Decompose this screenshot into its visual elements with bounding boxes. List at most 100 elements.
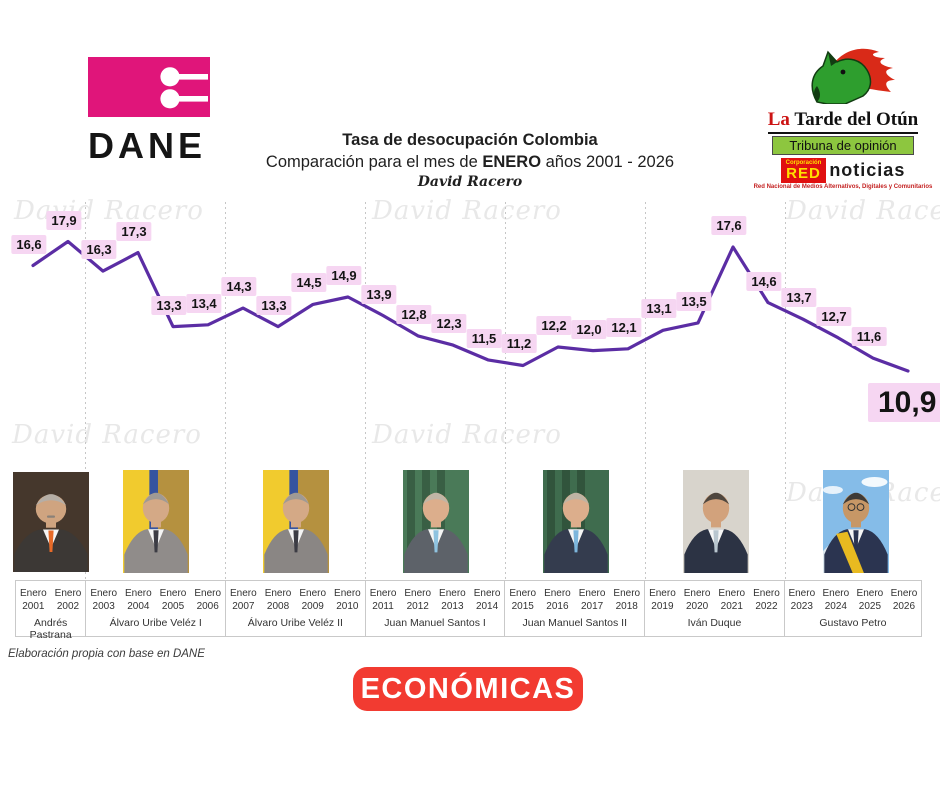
data-label: 17,3 bbox=[116, 221, 152, 241]
watermark: David Racero bbox=[12, 420, 202, 450]
year-tick: Enero 2020 bbox=[683, 588, 711, 612]
watermark: David Racero bbox=[372, 420, 562, 450]
data-label: 13,3 bbox=[151, 295, 187, 315]
year-tick: Enero 2010 bbox=[334, 588, 361, 612]
data-label: 12,0 bbox=[571, 319, 607, 339]
data-label: 14,5 bbox=[291, 273, 327, 293]
president-photo bbox=[122, 470, 189, 578]
data-label: 12,2 bbox=[536, 315, 572, 335]
red-noticias-box: Corporación RED bbox=[780, 158, 827, 183]
dane-wordmark: DANE bbox=[88, 125, 207, 166]
watermark: David Racero bbox=[372, 196, 562, 226]
year-tick: Enero 2003 bbox=[90, 588, 118, 612]
data-label: 11,6 bbox=[851, 327, 887, 347]
year-tick: Enero 2009 bbox=[299, 588, 327, 612]
data-label: 14,3 bbox=[221, 277, 257, 297]
data-label: 12,3 bbox=[431, 314, 467, 334]
year-tick: Enero 2019 bbox=[649, 588, 676, 612]
term-group: Enero 2019 Enero 2020 Enero 2021 Enero 2022 Ivá… bbox=[645, 581, 785, 636]
chart-title-block: Tasa de desocupación Colombia Comparació… bbox=[0, 131, 940, 190]
president-name: Álvaro Uribe Veléz II bbox=[247, 617, 343, 629]
president-photo bbox=[402, 470, 469, 578]
year-tick: Enero 2026 bbox=[890, 588, 918, 612]
president-name: Iván Duque bbox=[687, 617, 742, 629]
source-note: Elaboración propia con base en DANE bbox=[8, 648, 205, 660]
year-tick: Enero 2011 bbox=[369, 588, 397, 612]
data-label: 16,6 bbox=[11, 234, 47, 254]
year-row: Enero 2011 Enero 2012 Enero 2013 Enero 2014 bbox=[366, 581, 505, 613]
year-tick: Enero 2013 bbox=[439, 588, 466, 612]
dane-logo: DANE bbox=[88, 57, 238, 167]
data-label: 16,3 bbox=[81, 240, 117, 260]
dane-logo-icon bbox=[88, 57, 210, 117]
data-label: 13,5 bbox=[676, 291, 712, 311]
data-label: 12,7 bbox=[816, 306, 852, 326]
term-group: Enero 2023 Enero 2024 Enero 2025 Enero 2026 Gus… bbox=[785, 581, 921, 636]
year-tick: Enero 2023 bbox=[788, 588, 816, 612]
red-noticias-logo: Corporación RED noticias bbox=[748, 158, 938, 183]
year-row: Enero 2019 Enero 2020 Enero 2021 Enero 2022 bbox=[645, 581, 784, 613]
horse-icon bbox=[811, 48, 895, 105]
year-tick: Enero 2025 bbox=[856, 588, 884, 612]
data-label: 13,4 bbox=[186, 293, 222, 313]
term-group: Enero 2015 Enero 2016 Enero 2017 Enero 2018 Jua… bbox=[505, 581, 646, 636]
year-tick: Enero 2001 bbox=[19, 588, 47, 612]
year-row: Enero 2007 Enero 2008 Enero 2009 Enero 2010 bbox=[226, 581, 365, 613]
year-tick: Enero 2016 bbox=[544, 588, 571, 612]
president-photo bbox=[262, 470, 329, 578]
term-group: Enero 2011 Enero 2012 Enero 2013 Enero 2014 Jua… bbox=[366, 581, 506, 636]
data-label: 14,6 bbox=[746, 271, 782, 291]
term-group: Enero 2001 Enero 2002 Andrés Pastrana bbox=[16, 581, 87, 641]
year-tick: Enero 2021 bbox=[718, 588, 746, 612]
year-president-table: Enero 2001 Enero 2002 Andrés Pastrana Enero 2… bbox=[15, 580, 922, 641]
data-label-latest: 10,9 bbox=[868, 383, 940, 422]
year-tick: Enero 2005 bbox=[159, 588, 187, 612]
data-label: 11,2 bbox=[501, 334, 537, 354]
president-photo bbox=[12, 472, 89, 577]
president-name: Juan Manuel Santos II bbox=[522, 617, 627, 629]
year-row: Enero 2015 Enero 2016 Enero 2017 Enero 2018 bbox=[505, 581, 644, 613]
year-tick: Enero 2007 bbox=[230, 588, 257, 612]
year-tick: Enero 2015 bbox=[509, 588, 537, 612]
watermark: David Racero bbox=[14, 196, 204, 226]
president-name: Álvaro Uribe Veléz I bbox=[109, 617, 202, 629]
unemployment-line-chart bbox=[31, 202, 910, 579]
president-name: Gustavo Petro bbox=[819, 617, 887, 629]
data-label: 13,7 bbox=[781, 288, 817, 308]
data-label: 17,6 bbox=[711, 216, 747, 236]
year-row: Enero 2023 Enero 2024 Enero 2025 Enero 2026 bbox=[785, 581, 921, 613]
data-label: 13,9 bbox=[361, 284, 397, 304]
year-tick: Enero 2008 bbox=[264, 588, 292, 612]
brand-title: La Tarde del Otún bbox=[767, 109, 919, 134]
data-label: 13,1 bbox=[641, 299, 677, 319]
year-tick: Enero 2018 bbox=[613, 588, 641, 612]
brand-tagline: Tribuna de opinión bbox=[772, 136, 914, 155]
year-row: Enero 2001 Enero 2002 bbox=[16, 581, 85, 613]
year-row: Enero 2003 Enero 2004 Enero 2005 Enero 2006 bbox=[86, 581, 225, 613]
data-label: 13,3 bbox=[256, 295, 292, 315]
category-badge: ECONÓMICAS bbox=[353, 667, 583, 711]
president-photo bbox=[542, 470, 609, 578]
year-tick: Enero 2014 bbox=[473, 588, 501, 612]
la-tarde-del-otun-logo: La Tarde del Otún Tribuna de opinión Cor… bbox=[748, 44, 938, 190]
author-signature: David Racero bbox=[417, 174, 523, 190]
chart-title: Tasa de desocupación Colombia bbox=[342, 131, 598, 149]
data-label: 17,9 bbox=[46, 210, 82, 230]
year-tick: Enero 2006 bbox=[194, 588, 222, 612]
year-tick: Enero 2022 bbox=[753, 588, 780, 612]
data-label: 14,9 bbox=[326, 266, 362, 285]
year-tick: Enero 2002 bbox=[54, 588, 82, 612]
year-tick: Enero 2012 bbox=[404, 588, 432, 612]
president-photo bbox=[682, 470, 749, 578]
president-name: Andrés Pastrana bbox=[29, 617, 72, 641]
watermark: David Racero bbox=[786, 196, 940, 226]
president-name: Juan Manuel Santos I bbox=[384, 617, 486, 629]
year-tick: Enero 2024 bbox=[822, 588, 850, 612]
data-label: 12,8 bbox=[396, 304, 432, 324]
president-photo bbox=[822, 470, 889, 578]
term-group: Enero 2003 Enero 2004 Enero 2005 Enero 2006 Álv… bbox=[86, 581, 227, 636]
red-noticias-subtext: Red Nacional de Medios Alternativos, Dig… bbox=[753, 184, 933, 190]
data-label: 12,1 bbox=[606, 317, 642, 337]
year-tick: Enero 2004 bbox=[125, 588, 152, 612]
